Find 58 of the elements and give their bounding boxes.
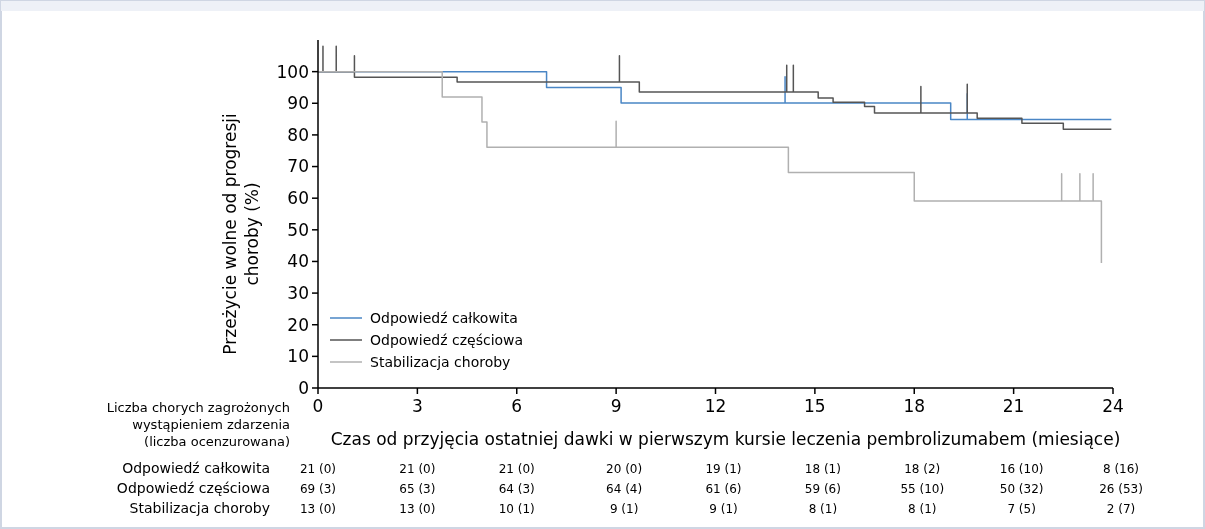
y-tick-label: 70	[287, 156, 309, 177]
text: 21 (0)	[299, 462, 337, 476]
x-tick-label: 6	[511, 396, 523, 416]
text: 2 (7)	[1106, 502, 1136, 516]
x-tick-label: 18	[903, 396, 926, 416]
text: Odpowiedź całkowita	[122, 460, 270, 476]
text: (liczba ocenzurowana)	[144, 434, 290, 449]
text: 19 (1)	[705, 462, 742, 476]
text: 13 (0)	[299, 502, 337, 516]
text: 18 (1)	[804, 462, 841, 476]
x-tick-label: 3	[411, 396, 423, 416]
text: 9 (1)	[609, 502, 639, 516]
text: 8 (16)	[1102, 462, 1140, 476]
legend-label: Stabilizacja choroby	[370, 353, 511, 370]
y-tick-label: 100	[276, 61, 309, 82]
text: 50 (32)	[999, 482, 1044, 496]
text: 59 (6)	[804, 482, 841, 496]
text: 21 (0)	[498, 462, 535, 476]
text: 61 (6)	[705, 482, 742, 496]
text: Liczba chorych zagrożonych	[106, 400, 290, 415]
text: 18 (2)	[904, 462, 941, 476]
y-axis-title: Przeżycie wolne od progresji choroby (%)	[220, 113, 262, 355]
legend-label: Odpowiedź częściowa	[370, 331, 524, 348]
text: 55 (10)	[900, 482, 945, 496]
legend-label: Odpowiedź całkowita	[370, 309, 518, 326]
x-tick-label: 15	[804, 396, 826, 416]
text: 16 (10)	[999, 462, 1044, 476]
x-tick-label: 21	[1002, 396, 1025, 416]
y-tick-label: 60	[287, 188, 309, 209]
text: 8 (1)	[808, 502, 838, 516]
y-tick-label: 80	[287, 124, 309, 145]
text: wystąpieniem zdarzenia	[132, 417, 290, 432]
x-axis-title: Czas od przyjęcia ostatniej dawki w pierwszym kursie leczenia pembrolizumabem (miesiące)	[330, 429, 1121, 449]
x-tick-label: 12	[704, 396, 727, 416]
text: 13 (0)	[399, 502, 436, 516]
y-tick-label: 40	[287, 251, 309, 272]
text: 26 (53)	[1099, 482, 1143, 496]
text: 9 (1)	[709, 502, 738, 516]
text: 64 (4)	[606, 482, 643, 496]
text: 64 (3)	[498, 482, 535, 496]
text: 10 (1)	[498, 502, 535, 516]
text: 21 (0)	[399, 462, 436, 476]
text: 7 (5)	[1007, 502, 1036, 516]
y-tick-label: 30	[287, 283, 309, 304]
y-tick-label: 0	[298, 377, 309, 398]
y-tick-label: 10	[287, 346, 309, 367]
x-tick-label: 0	[312, 396, 324, 416]
x-tick-label: 24	[1102, 396, 1124, 416]
text: 8 (1)	[908, 502, 937, 516]
y-tick-label: 90	[287, 93, 309, 114]
y-tick-label: 50	[287, 219, 309, 240]
text: Stabilizacja choroby	[129, 500, 270, 516]
text: 69 (3)	[299, 482, 337, 496]
y-tick-label: 20	[287, 314, 309, 335]
x-tick-label: 9	[610, 396, 622, 416]
text: 65 (3)	[399, 482, 436, 496]
text: 20 (0)	[606, 462, 643, 476]
text: Odpowiedź częściowa	[116, 480, 270, 496]
